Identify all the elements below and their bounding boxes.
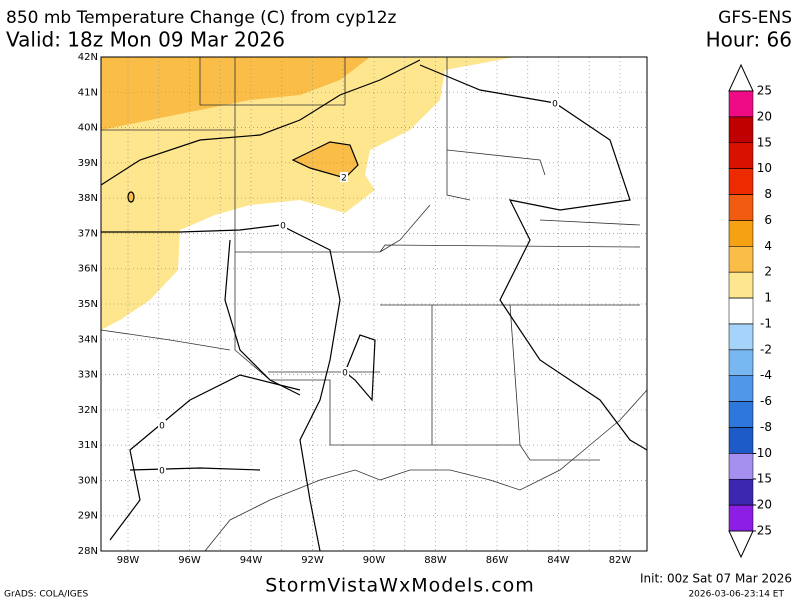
fill-1-2 xyxy=(101,57,515,330)
lat-label: 36N xyxy=(78,264,98,275)
colorbar-segment xyxy=(728,375,754,402)
colorbar-label: -1 xyxy=(760,316,772,330)
colorbar-top-arrow xyxy=(728,63,754,92)
site: StormVistaWxModels.com xyxy=(265,575,535,597)
colorbar-label: 4 xyxy=(764,239,772,253)
colorbar-segment xyxy=(728,116,754,144)
lat-label: 31N xyxy=(78,440,98,451)
lat-label: 34N xyxy=(78,334,98,345)
colorbar-label: 6 xyxy=(764,213,772,227)
lon-label: 96W xyxy=(178,555,201,566)
colorbar-segment xyxy=(728,142,754,169)
lon-label: 86W xyxy=(486,555,509,566)
lon-label: 84W xyxy=(547,555,570,566)
map-frame xyxy=(100,56,648,552)
colorbar-label: -6 xyxy=(760,394,772,408)
contour-label: 0 xyxy=(280,222,286,232)
lat-label: 37N xyxy=(78,228,98,239)
contour-label-bg xyxy=(158,465,166,475)
colorbar-label: 20 xyxy=(757,109,772,123)
lat-label: 29N xyxy=(78,511,98,522)
colorbar-label: 2 xyxy=(764,265,772,279)
colorbar-label: -2 xyxy=(760,342,772,356)
lon-label: 98W xyxy=(117,555,140,566)
contour-label-bg xyxy=(158,420,166,430)
colorbar-segment xyxy=(728,90,754,118)
lon-label: 90W xyxy=(363,555,386,566)
colorbar-segment xyxy=(728,401,754,428)
colorbar-segment xyxy=(728,297,754,325)
contour-label: 2 xyxy=(341,174,347,184)
lat-label: 33N xyxy=(78,370,98,381)
colorbar-segment xyxy=(728,504,754,532)
lat-label: 42N xyxy=(78,52,98,63)
contour-label: 0 xyxy=(159,422,165,432)
colorbar-segment xyxy=(728,453,754,480)
colorbar-segment xyxy=(728,194,754,221)
fill-2-4 xyxy=(293,142,358,178)
lat-label: 28N xyxy=(78,546,98,557)
credit: GrADS: COLA/IGES xyxy=(4,590,88,600)
colorbar-label: 1 xyxy=(764,291,772,305)
lat-label: 32N xyxy=(78,405,98,416)
lon-label: 82W xyxy=(609,555,632,566)
lat-label: 39N xyxy=(78,158,98,169)
colorbar-label: -15 xyxy=(752,472,772,486)
axis-labels: 42N 41N 40N 39N 38N 37N 36N 35N 34N 33N 32N 31N 30N 2… xyxy=(78,52,632,566)
colorbar-label: -20 xyxy=(752,498,772,512)
colorbar-segment xyxy=(728,349,754,376)
colorbar-segment xyxy=(728,323,754,351)
colorbar-label: 10 xyxy=(757,161,772,175)
colorbar-label: -10 xyxy=(752,446,772,460)
colorbar: 25 20 15 10 8 6 4 2 1 -1 -2 -4 -6 -8 -10 -15 -20 -25 xyxy=(728,63,772,559)
colorbar-bottom-arrow xyxy=(728,530,754,559)
colorbar-label: 8 xyxy=(764,187,772,201)
colorbar-segment xyxy=(728,220,754,247)
fill-2-4 xyxy=(101,57,370,130)
contour-label-bg xyxy=(279,220,287,230)
borders xyxy=(100,57,648,552)
title: 850 mb Temperature Change (C) from cyp12… xyxy=(6,8,397,28)
colorbar-segment xyxy=(728,246,754,273)
colorbar-segment xyxy=(728,427,754,454)
contour-label: 0 xyxy=(159,467,165,477)
model: GFS-ENS xyxy=(718,8,792,28)
colorbar-label: 15 xyxy=(757,135,772,149)
contour-label-bg xyxy=(340,172,348,182)
lat-label: 35N xyxy=(78,299,98,310)
colorbar-segment xyxy=(728,168,754,195)
contour-label: 0 xyxy=(552,100,558,110)
contour-label-bg xyxy=(341,367,349,377)
fill-2-4 xyxy=(128,192,134,202)
lon-label: 88W xyxy=(424,555,447,566)
lat-label: 40N xyxy=(78,123,98,134)
colorbar-label: -8 xyxy=(760,420,772,434)
lat-label: 38N xyxy=(78,193,98,204)
colorbar-label: -4 xyxy=(760,368,772,382)
colorbar-label: -25 xyxy=(752,524,772,538)
init-time: Init: 00z Sat 07 Mar 2026 xyxy=(640,572,792,586)
colorbar-label: 25 xyxy=(757,84,772,98)
colorbar-segment xyxy=(728,478,754,506)
lon-label: 94W xyxy=(240,555,263,566)
lat-label: 41N xyxy=(78,87,98,98)
contour-label: 0 xyxy=(342,369,348,379)
forecast-hour: Hour: 66 xyxy=(706,28,792,52)
valid-time: Valid: 18z Mon 09 Mar 2026 xyxy=(6,28,285,52)
lon-label: 92W xyxy=(301,555,324,566)
map xyxy=(100,56,648,552)
contour-label-bg xyxy=(551,98,559,108)
timestamp: 2026-03-06-23:14 ET xyxy=(688,590,784,600)
fills xyxy=(101,57,515,330)
colorbar-segment xyxy=(728,271,754,299)
lat-label: 30N xyxy=(78,475,98,486)
